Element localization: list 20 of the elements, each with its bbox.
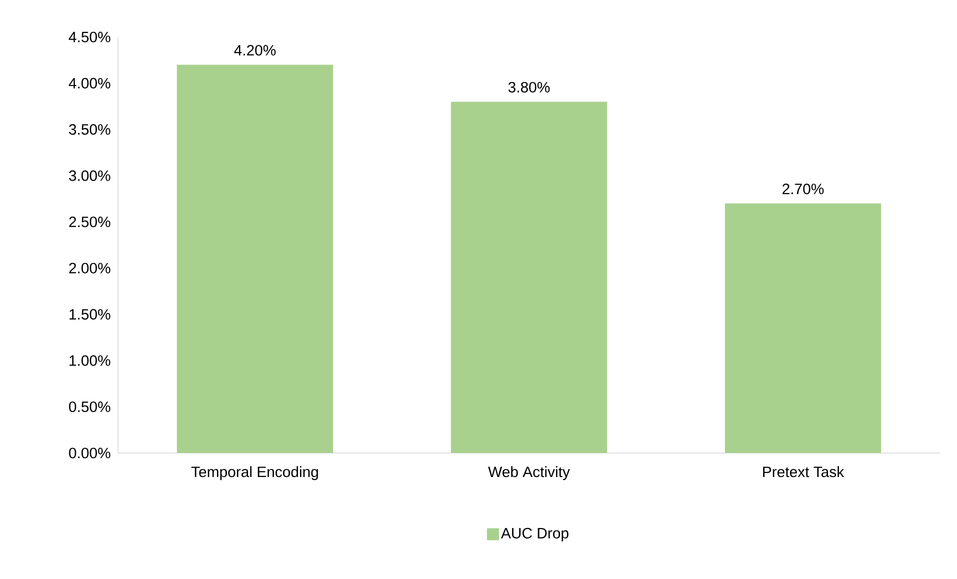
y-tick-label: 0.50% [69,401,110,412]
bar [724,203,882,453]
y-tick-label: 3.00% [69,170,110,181]
y-tick-label: 1.00% [70,355,110,366]
y-tick-label: 2.00% [69,262,110,274]
y-tick-label: 4.00% [68,78,110,89]
y-tick-label: 4.50% [68,32,110,42]
x-tick-label: Temporal Encoding [191,466,318,480]
x-tick-label: Web Activity [488,466,570,480]
x-tick-label: Pretext Task [763,466,844,478]
data-label: 2.70% [782,184,824,194]
legend-label: AUC Drop [500,528,568,542]
data-label: 3.80% [508,82,550,93]
bar [176,64,334,453]
y-tick-label: 2.50% [69,216,110,228]
bar [450,102,608,453]
y-tick-label: 3.50% [69,124,110,135]
y-tick-label: 0.00% [69,448,110,458]
data-label: 4.20% [234,44,276,56]
y-tick-label: 1.50% [70,309,110,320]
